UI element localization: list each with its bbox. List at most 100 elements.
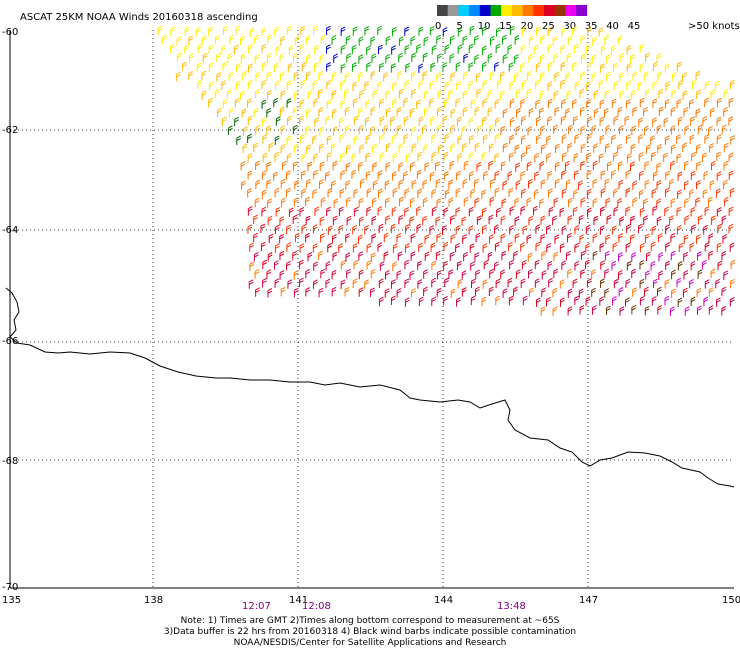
- wind-barb: [184, 44, 189, 54]
- wind-barb: [553, 197, 559, 208]
- wind-barb: [482, 134, 488, 144]
- wind-barb: [495, 295, 500, 306]
- wind-barb: [305, 215, 311, 226]
- wind-barb: [501, 250, 507, 261]
- wind-barb: [617, 35, 623, 45]
- wind-barb: [677, 189, 682, 199]
- wind-barb: [411, 143, 417, 153]
- wind-barb: [534, 278, 540, 288]
- wind-barb: [645, 144, 651, 154]
- legend-tick-label: 25: [542, 21, 555, 32]
- wind-barb: [716, 297, 721, 307]
- wind-barb: [514, 197, 520, 208]
- wind-barb: [682, 287, 688, 298]
- wind-barb: [312, 25, 318, 36]
- wind-barb: [586, 188, 592, 199]
- wind-barb: [371, 53, 377, 63]
- wind-barb: [470, 98, 476, 109]
- wind-barb: [690, 170, 696, 181]
- wind-barb: [643, 106, 648, 117]
- wind-barb: [599, 116, 605, 127]
- wind-barb: [430, 242, 436, 253]
- wind-barb: [592, 197, 598, 208]
- wind-barb: [494, 241, 500, 252]
- wind-barb: [540, 34, 545, 45]
- wind-barb: [294, 232, 300, 243]
- wind-barb: [332, 234, 337, 244]
- wind-barb: [526, 88, 532, 99]
- wind-barb: [604, 288, 609, 298]
- wind-barb: [572, 25, 577, 36]
- wind-barb: [526, 70, 532, 81]
- wind-barb: [487, 89, 493, 100]
- wind-barb: [436, 124, 442, 135]
- wind-barb: [418, 296, 424, 307]
- wind-barb: [500, 90, 505, 100]
- wind-barb: [475, 72, 481, 82]
- wind-barb: [605, 124, 611, 135]
- wind-barb: [535, 62, 541, 72]
- wind-barb: [716, 97, 722, 108]
- wind-barb: [554, 143, 560, 154]
- wind-barb: [365, 99, 371, 109]
- wind-barb: [242, 143, 248, 153]
- latitude-labels: -60 -62 -64 -66 -68 -70: [2, 27, 18, 593]
- wind-barb: [279, 71, 285, 81]
- wind-barb: [287, 279, 293, 289]
- wind-barb: [489, 35, 495, 46]
- wind-barb: [535, 116, 541, 126]
- wind-barb: [476, 215, 482, 225]
- wind-barb: [585, 224, 591, 235]
- wind-barb: [561, 134, 567, 144]
- wind-barb: [370, 287, 375, 297]
- wind-barb: [423, 269, 428, 279]
- wind-barb: [684, 125, 690, 135]
- wind-barb: [331, 286, 337, 297]
- wind-barb: [554, 106, 560, 117]
- wind-barb: [416, 223, 422, 234]
- wind-barb: [340, 80, 345, 90]
- wind-barb: [319, 143, 324, 153]
- wind-barb: [515, 269, 521, 279]
- wind-barb: [475, 232, 481, 243]
- legend-swatch: [479, 5, 491, 16]
- lat-label: -64: [2, 225, 18, 236]
- wind-barb: [318, 250, 323, 261]
- wind-barb: [604, 108, 609, 118]
- wind-barb: [632, 71, 638, 81]
- wind-barb: [468, 62, 474, 72]
- wind-barb: [574, 225, 580, 235]
- wind-barb: [254, 268, 260, 279]
- wind-barb: [455, 61, 461, 72]
- wind-barb: [364, 225, 369, 235]
- wind-barb: [332, 251, 338, 262]
- wind-barb: [574, 133, 580, 144]
- wind-barb: [474, 197, 480, 208]
- wind-barb: [353, 115, 359, 126]
- wind-barb: [723, 107, 728, 117]
- wind-barb: [522, 295, 528, 306]
- wind-barb: [378, 44, 383, 55]
- wind-barb: [592, 160, 598, 171]
- wind-barb: [351, 152, 357, 163]
- wind-barb: [565, 72, 571, 82]
- wind-barb: [358, 124, 364, 135]
- wind-barb: [422, 197, 428, 207]
- wind-barb: [670, 197, 676, 208]
- legend-max-label: >50 knots: [688, 21, 740, 32]
- wind-barb: [625, 278, 631, 289]
- wind-barb: [320, 268, 326, 279]
- wind-barb: [197, 43, 203, 54]
- wind-barb: [560, 62, 566, 72]
- wind-barb: [728, 223, 734, 234]
- wind-barb: [521, 152, 526, 162]
- wind-barb: [385, 197, 390, 208]
- wind-barb: [586, 61, 592, 72]
- wind-barb: [632, 180, 638, 190]
- wind-barb: [261, 189, 267, 199]
- wind-barb: [495, 117, 500, 127]
- wind-barb: [695, 234, 701, 244]
- wind-barb: [696, 161, 701, 171]
- wind-barb: [625, 169, 631, 180]
